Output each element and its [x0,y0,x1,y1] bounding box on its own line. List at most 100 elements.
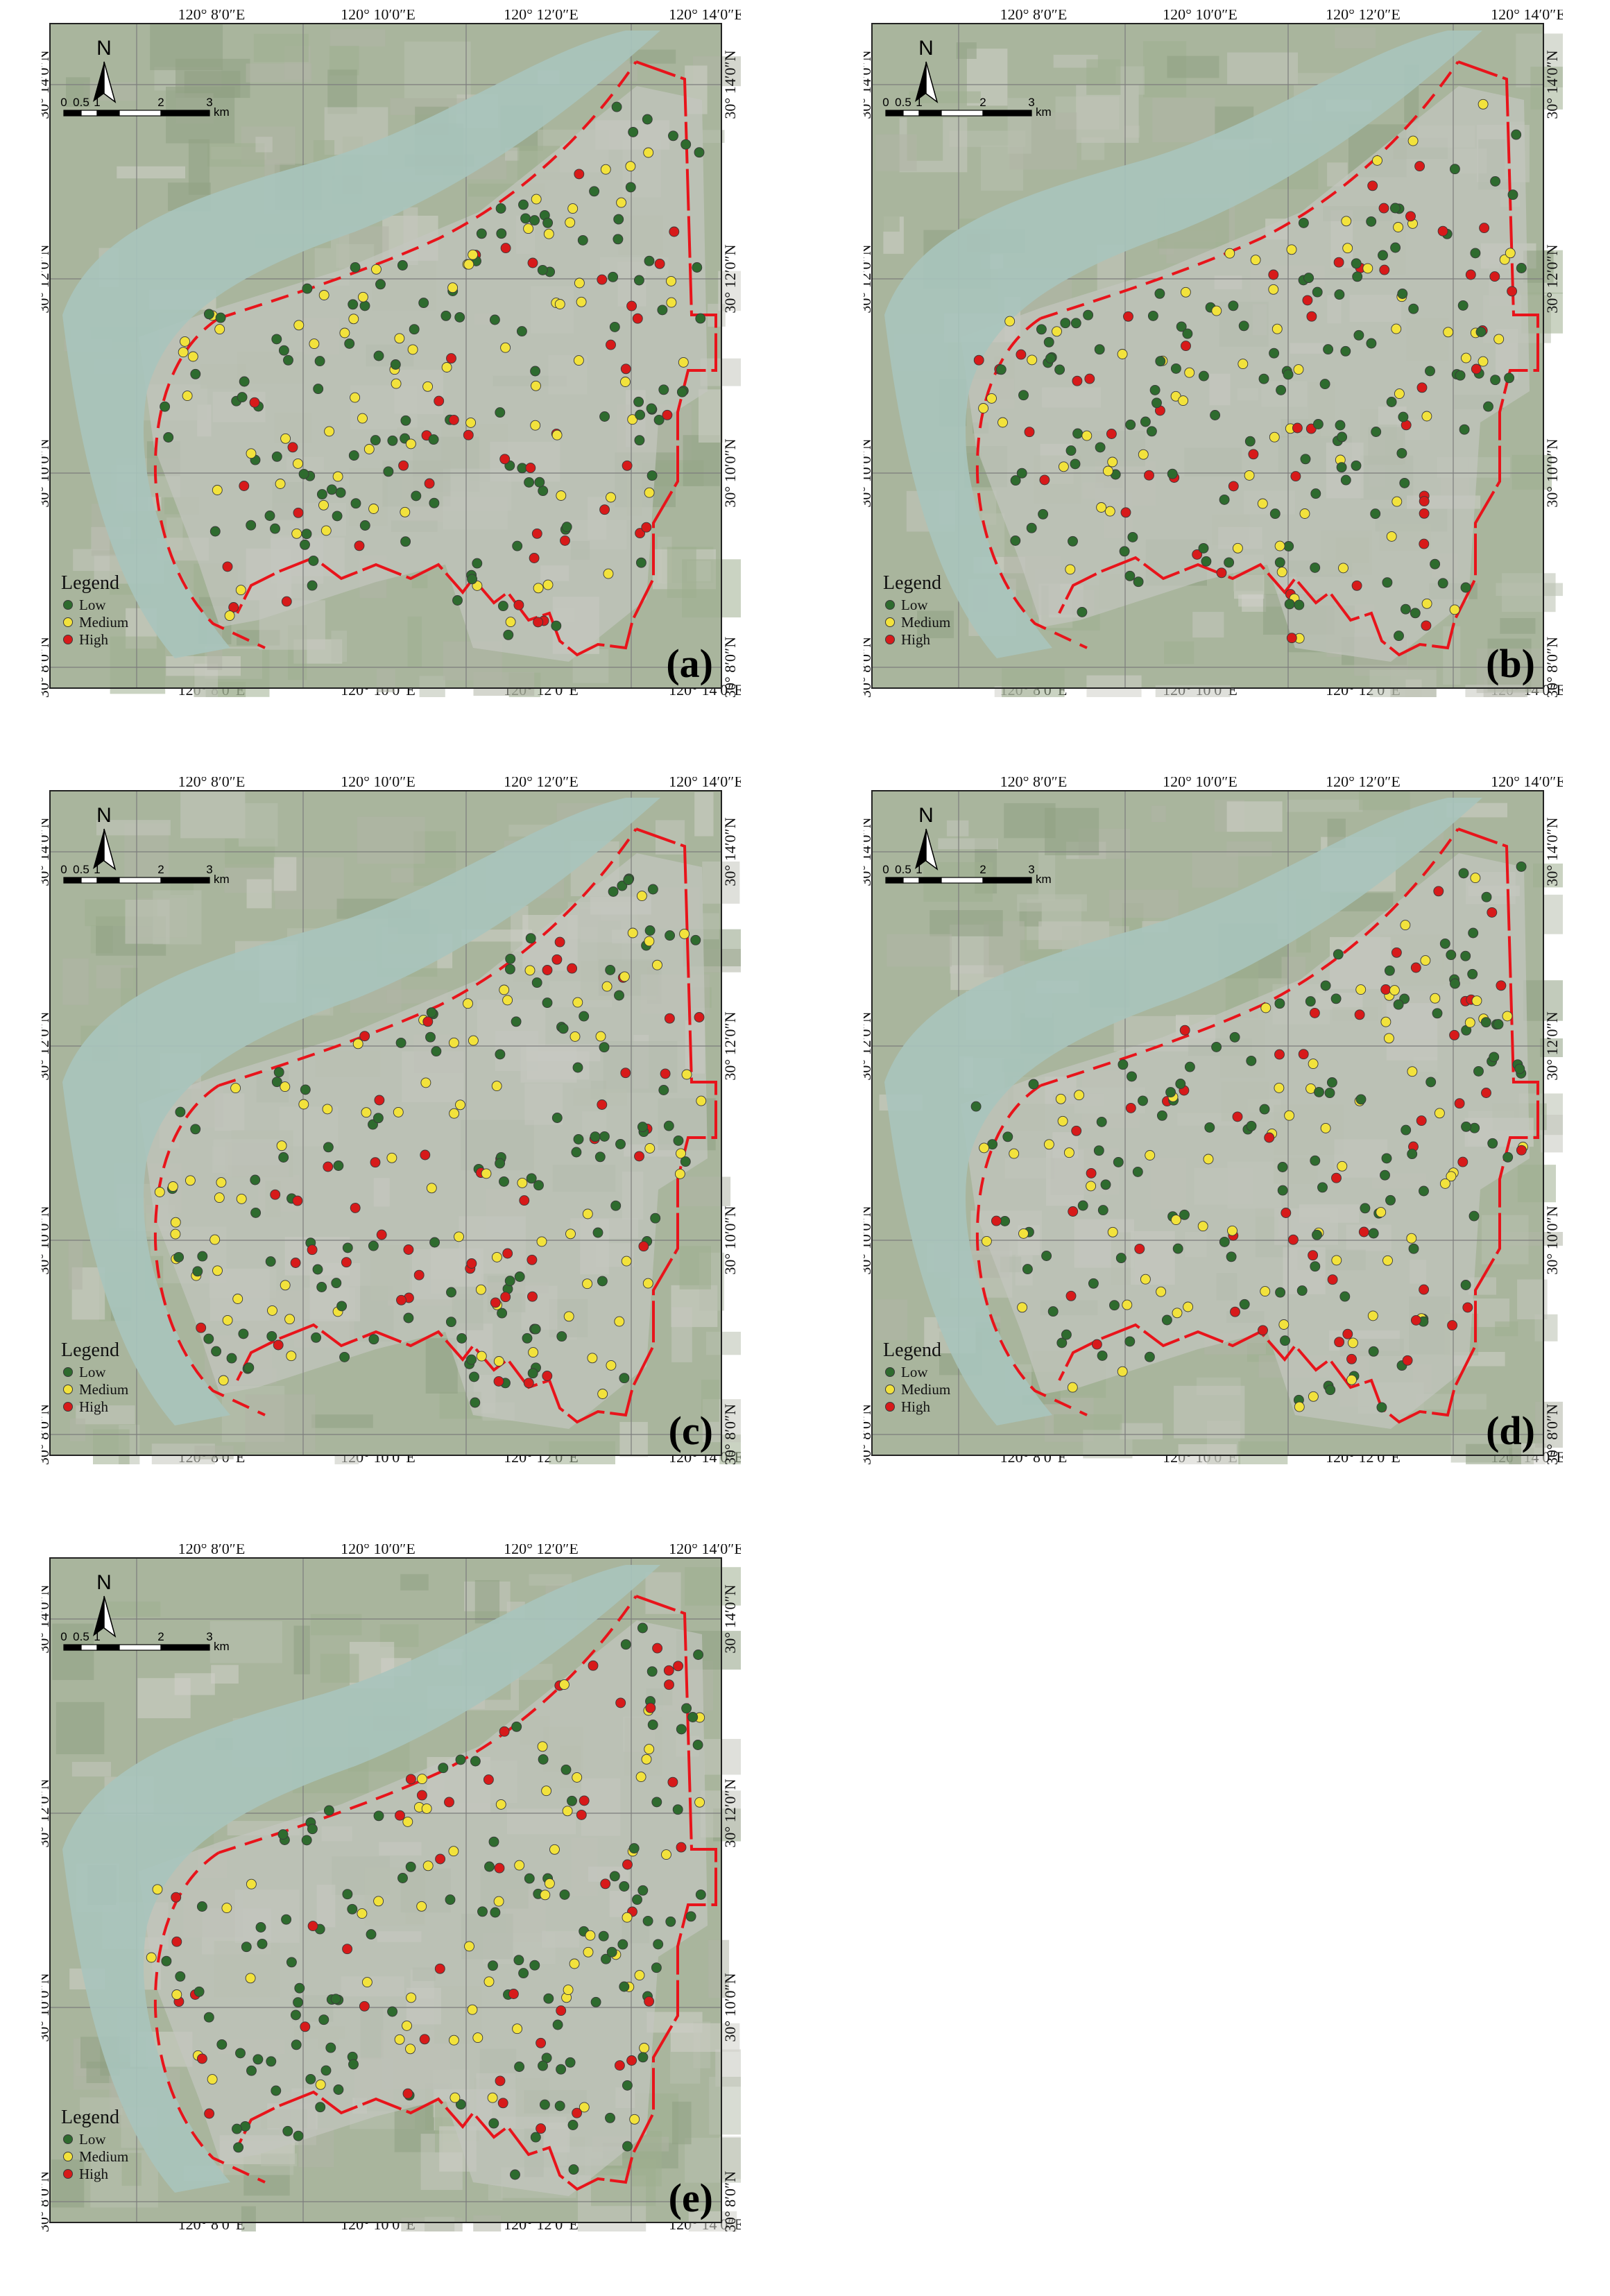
imagery-patch [1500,618,1536,634]
imagery-patch [529,1574,572,1586]
sample-point-medium [606,1360,617,1371]
sample-point-low [1147,310,1158,321]
sample-point-low [1353,329,1364,341]
sample-point-low [373,350,384,361]
sample-point-medium [280,1081,291,1093]
sample-point-low [255,1922,266,1933]
imagery-patch [1542,894,1563,934]
scale-tick: 1 [916,96,922,109]
sample-point-medium [421,1803,432,1814]
sample-point-high [499,454,511,465]
x-tick-label-top: 120° 12′0″E [504,777,579,790]
sample-point-high [1268,269,1279,280]
sample-point-low [1368,1346,1379,1357]
sample-point-low [527,1368,538,1379]
map-frame [49,1557,741,2231]
sample-point-high [171,1936,182,1947]
sample-point-medium [222,1314,233,1326]
sample-point-low [203,2012,214,2023]
sample-point-low [315,2102,326,2113]
sample-point-low [1507,189,1518,200]
sample-point-low [537,264,548,275]
sample-point-medium [1461,352,1471,363]
sample-point-high [574,169,585,180]
sample-point-high [1216,567,1227,579]
scale-segment [918,877,942,884]
sample-point-high [645,1702,656,1713]
sample-point-medium [1009,1148,1020,1159]
sample-point-low [633,396,644,407]
y-tick-label-left: 30° 10′0″N [42,1206,52,1274]
sample-point-low [1481,891,1492,902]
sample-point-medium [454,1231,464,1242]
sample-point-low [1310,1261,1321,1272]
y-tick-label-right: 30° 12′0″N [1543,1011,1561,1080]
sample-point-low [608,886,619,897]
y-tick-label-right: 30° 12′0″N [721,244,739,313]
sample-point-low [271,2085,282,2096]
sample-point-medium [643,147,654,158]
scale-bar: 0 0.5 1 2 3km [882,863,1051,886]
scale-tick: 0 [60,1630,67,1643]
sample-point-low [1397,289,1408,299]
sample-point-medium [661,1849,671,1860]
sample-point-low [1376,1402,1387,1413]
sample-point-low [1239,1299,1250,1310]
sample-point-high [694,1012,705,1022]
sample-point-low [1351,258,1362,269]
sample-point-medium [634,1970,645,1981]
sample-point-low [1133,576,1144,588]
sample-point-low [1310,1155,1321,1166]
imagery-patch [671,2023,740,2052]
sample-point-low [543,1993,554,2004]
scale-segment [160,1644,210,1651]
sample-point-low [344,338,355,349]
legend-swatch-high [63,635,73,644]
sample-point-medium [1211,305,1222,316]
north-arrow-right [103,61,117,103]
sample-point-low [1386,397,1397,407]
map-panel-e: 120° 8′0″E 120° 8′0″E 120° 10′0″E 120° 10′0… [42,1544,741,2231]
sample-point-medium [361,1977,372,1988]
imagery-patch [320,1654,359,1683]
sample-point-medium [1342,243,1353,254]
sample-point-medium [371,264,382,275]
sample-point-low [1303,273,1314,284]
sample-point-low [1228,300,1239,311]
sample-point-high [634,1151,644,1162]
legend-swatch-low [885,600,895,610]
sample-point-high [495,2075,506,2087]
x-tick-label-top: 120° 8′0″E [1000,777,1068,790]
sample-point-low [1430,558,1441,569]
sample-point-medium [1391,323,1402,334]
sample-point-low [387,2006,398,2017]
imagery-patch [679,1246,711,1290]
sample-point-low [175,1971,186,1982]
imagery-patch [1086,675,1142,697]
sample-point-low [203,309,214,320]
sample-point-low [1480,1017,1491,1028]
sample-point-high [654,258,665,269]
sample-point-low [431,1046,442,1057]
sample-point-low [1244,436,1256,447]
sample-point-medium [1156,1286,1167,1297]
sample-point-low [405,1861,416,1872]
sample-point-high [1489,271,1500,282]
sample-point-high [527,1291,538,1302]
legend-swatch-low [63,1367,73,1377]
sample-point-low [1310,488,1321,499]
sample-point-high [396,1294,406,1305]
scale-tick: 0 [60,96,67,109]
sample-point-high [1120,507,1131,518]
sample-point-low [472,558,483,569]
sample-point-low [1325,1385,1336,1396]
sample-point-high [626,300,637,311]
sample-point-medium [170,1228,181,1240]
imagery-patch [80,2097,123,2115]
x-tick-label-top: 120° 8′0″E [178,1544,246,1557]
imagery-patch [688,2211,737,2231]
x-tick-label-top: 120° 12′0″E [1326,777,1401,790]
imagery-patch [1017,894,1087,911]
